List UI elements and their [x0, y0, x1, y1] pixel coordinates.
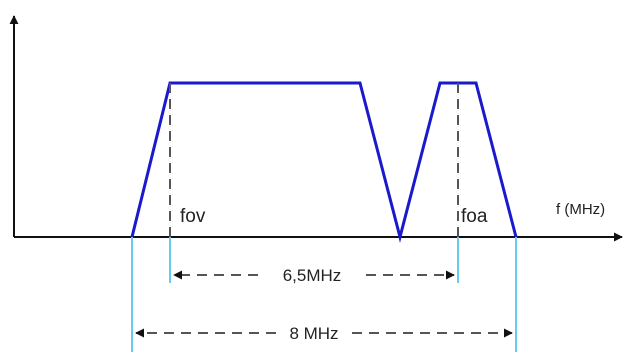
x-axis-label: f (MHz)	[556, 201, 605, 218]
carrier-spacing-label: 6,5MHz	[283, 266, 342, 285]
foa-label: foa	[461, 206, 488, 227]
channel-width-label: 8 MHz	[289, 324, 338, 343]
fov-label: fov	[180, 206, 206, 227]
